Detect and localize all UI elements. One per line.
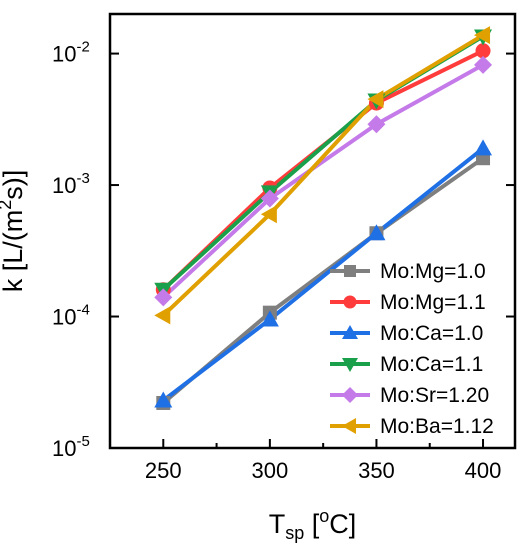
legend-label: Mo:Mg=1.0 <box>380 260 486 283</box>
series-point <box>260 189 279 208</box>
legend-marker <box>343 295 357 309</box>
series-point <box>474 139 493 156</box>
y-tick-label: 10-2 <box>52 39 90 67</box>
legend-marker <box>344 265 356 277</box>
y-axis-title: k [L/(m2s)] <box>0 170 28 293</box>
x-tick-label: 350 <box>358 458 395 483</box>
legend: Mo:Mg=1.0 Mo:Mg=1.1 Mo:Ca=1.0 Mo:Ca=1.1 Mo:S… <box>330 260 494 438</box>
x-tick-label: 300 <box>252 458 289 483</box>
y-tick-label: 10-4 <box>52 302 90 330</box>
series-point <box>474 55 493 74</box>
legend-marker <box>342 387 358 403</box>
series-line <box>161 33 485 317</box>
legend-label: Mo:Ba=1.12 <box>380 415 494 438</box>
series-point <box>367 90 384 109</box>
legend-label: Mo:Sr=1.20 <box>380 384 489 407</box>
y-tick-label: 10-5 <box>52 433 90 461</box>
series-point <box>367 224 386 241</box>
x-tick-label: 400 <box>465 458 502 483</box>
y-tick-label: 10-3 <box>52 170 90 198</box>
series-point <box>154 306 171 325</box>
x-tick-label: 250 <box>145 458 182 483</box>
series-point <box>260 205 277 224</box>
series-point <box>154 391 173 408</box>
series-point <box>260 310 279 327</box>
chart-marks <box>154 26 493 410</box>
series-line <box>162 146 485 403</box>
plot-frame <box>108 12 517 450</box>
legend-label: Mo:Mg=1.1 <box>380 291 486 314</box>
legend-label: Mo:Ca=1.1 <box>380 353 483 376</box>
series-point <box>154 288 173 307</box>
series-point <box>367 115 386 134</box>
axis-ticks: 250 300 350 400 10-5 10-4 10-3 10-2 <box>52 39 515 483</box>
legend-marker <box>342 358 358 372</box>
series-point <box>475 43 491 59</box>
series-line <box>161 63 484 299</box>
legend-marker <box>342 418 356 434</box>
x-axis-title: Tsp [oC] <box>269 506 357 543</box>
legend-label: Mo:Ca=1.0 <box>380 322 483 345</box>
series-point <box>474 26 491 45</box>
legend-marker <box>342 325 358 339</box>
